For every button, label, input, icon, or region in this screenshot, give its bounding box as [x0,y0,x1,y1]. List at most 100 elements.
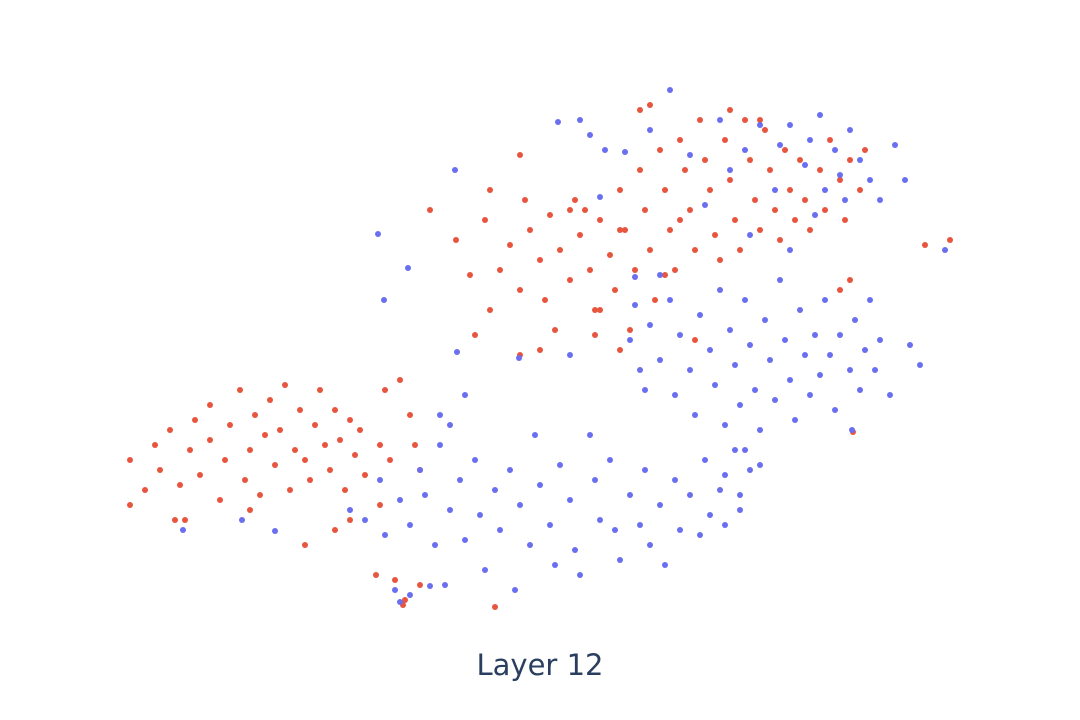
point [157,467,163,473]
point [597,307,603,313]
point [462,392,468,398]
point [332,527,338,533]
point [282,382,288,388]
point [742,297,748,303]
point [227,422,233,428]
point [427,583,433,589]
point [877,197,883,203]
point [697,117,703,123]
point [687,207,693,213]
point [527,542,533,548]
point [747,232,753,238]
point [381,297,387,303]
point [757,427,763,433]
point [542,297,548,303]
point [627,327,633,333]
point [737,507,743,513]
point [207,402,213,408]
point [737,247,743,253]
point [687,152,693,158]
point [732,362,738,368]
point [172,517,178,523]
point [427,207,433,213]
point [567,497,573,503]
point [592,332,598,338]
point [327,467,333,473]
point [687,367,693,373]
point [607,457,613,463]
point [747,342,753,348]
point [267,397,273,403]
point [197,472,203,478]
point [862,147,868,153]
point [577,117,583,123]
point [817,372,823,378]
point [397,599,403,605]
point [892,142,898,148]
point [307,477,313,483]
point [657,357,663,363]
point [177,482,183,488]
point [777,237,783,243]
point [647,322,653,328]
point [857,187,863,193]
point [497,527,503,533]
point [917,362,923,368]
point [292,447,298,453]
point [567,277,573,283]
point [127,457,133,463]
point [577,232,583,238]
point [697,532,703,538]
point [567,352,573,358]
point [597,217,603,223]
point [772,207,778,213]
point [497,267,503,273]
point [662,272,668,278]
point [837,287,843,293]
point [822,207,828,213]
point [757,227,763,233]
point [167,427,173,433]
point [407,522,413,528]
point [352,452,358,458]
point [717,117,723,123]
point [857,157,863,163]
point [127,502,133,508]
point [707,347,713,353]
point [577,572,583,578]
point [887,392,893,398]
point [482,567,488,573]
point [237,387,243,393]
point [722,522,728,528]
point [642,387,648,393]
point [187,447,193,453]
point [617,227,623,233]
point [722,422,728,428]
point [362,472,368,478]
point [447,507,453,513]
point [512,587,518,593]
point [192,417,198,423]
point [807,227,813,233]
scatter-points [127,87,953,610]
point [657,272,663,278]
point [375,231,381,237]
point [452,167,458,173]
point [717,487,723,493]
point [487,187,493,193]
point [632,302,638,308]
point [782,337,788,343]
point [517,502,523,508]
point [947,237,953,243]
point [737,492,743,498]
point [852,317,858,323]
point [377,502,383,508]
point [516,355,522,361]
point [552,327,558,333]
point [347,517,353,523]
point [532,432,538,438]
point [382,387,388,393]
point [239,517,245,523]
point [447,422,453,428]
